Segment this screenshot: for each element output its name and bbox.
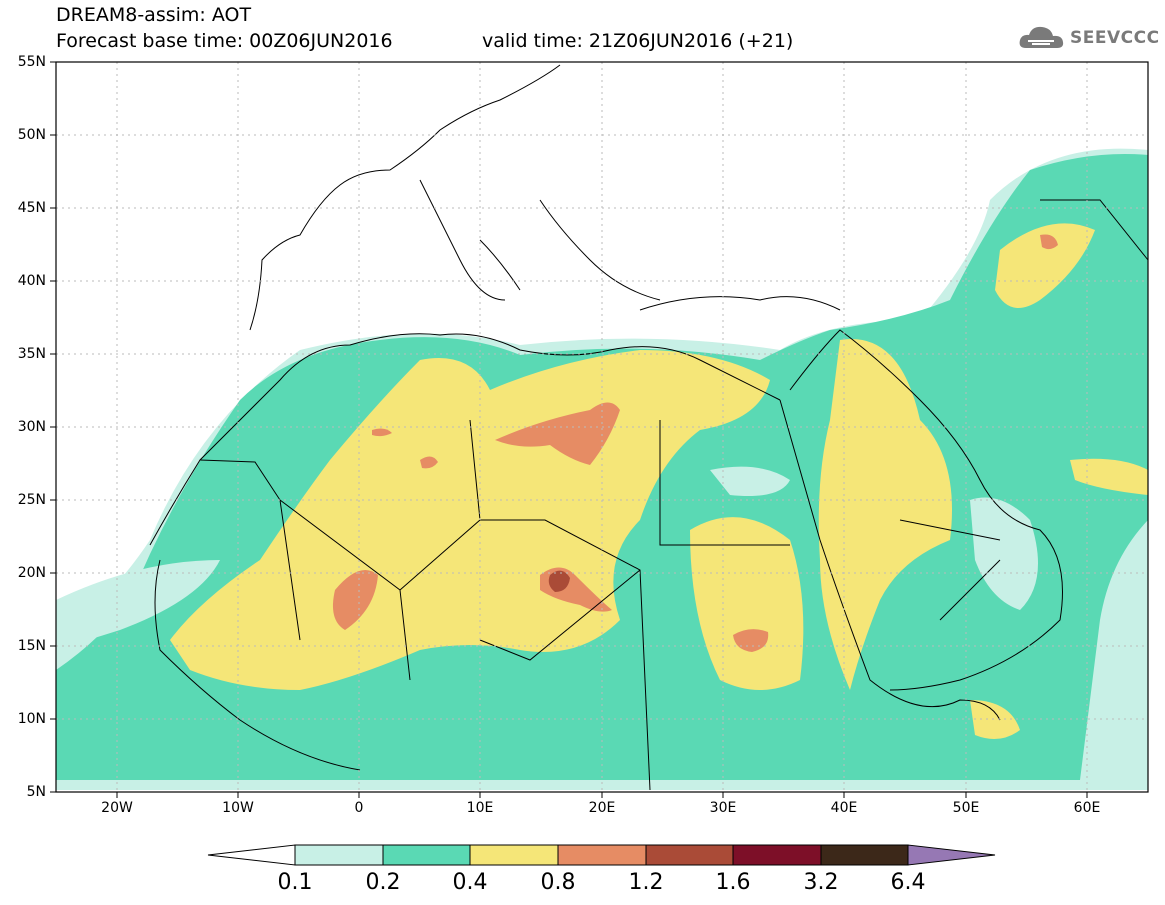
- colorbar-label: 6.4: [890, 870, 926, 895]
- lon-label: 30E: [709, 800, 737, 816]
- lat-label: 5N: [26, 784, 46, 800]
- coastline-arabia: [789, 329, 1063, 691]
- lon-label: 20W: [101, 800, 133, 816]
- lat-label: 20N: [17, 565, 46, 581]
- colorbar-bin: [820, 844, 909, 866]
- lat-label: 50N: [17, 127, 46, 143]
- aot-band-0.4: [170, 350, 770, 690]
- lat-label: 35N: [17, 346, 46, 362]
- colorbar-bin: [382, 844, 471, 866]
- coastline-africa: [149, 333, 1001, 771]
- aot-band-0.4: [995, 223, 1095, 308]
- aot-band-0.4: [690, 517, 804, 690]
- seevccc-logo: SEEVCCC: [1018, 23, 1160, 53]
- forecast-base-time: Forecast base time: 00Z06JUN2016: [56, 30, 393, 52]
- colorbar-bin: [732, 844, 822, 866]
- colorbar-label: 0.1: [277, 870, 313, 895]
- coastline-europe: [249, 64, 841, 331]
- lat-label: 55N: [17, 54, 46, 70]
- aot-patch-light: [56, 560, 220, 650]
- colorbar-label: 3.2: [803, 870, 839, 895]
- lon-label: 60E: [1073, 800, 1101, 816]
- colorbar-label: 0.2: [365, 870, 401, 895]
- lat-label: 30N: [17, 419, 46, 435]
- colorbar-bin: [645, 844, 734, 866]
- aot-band-0.8: [495, 402, 620, 465]
- colorbar-under-triangle: [207, 844, 296, 866]
- colorbar-label: 0.4: [452, 870, 488, 895]
- colorbar-bin: [294, 844, 384, 866]
- country-borders: [199, 199, 1148, 791]
- aot-band-1.2: [548, 570, 570, 592]
- aot-band-0.8: [332, 570, 378, 630]
- colorbar-label: 1.2: [628, 870, 664, 895]
- aot-band-0.8: [1040, 234, 1058, 250]
- graticule: [56, 62, 1148, 792]
- lon-label: 10E: [466, 800, 494, 816]
- valid-time: valid time: 21Z06JUN2016 (+21): [482, 30, 794, 52]
- lon-label: 10W: [222, 800, 254, 816]
- axis-ticks: [50, 61, 1088, 798]
- lon-label: 50E: [952, 800, 980, 816]
- logo-text: SEEVCCC: [1070, 28, 1160, 48]
- aot-band-0.4: [970, 700, 1020, 739]
- chart-title: DREAM8-assim: AOT: [56, 4, 252, 26]
- aot-patch-light: [970, 497, 1038, 610]
- colorbar-over-triangle: [907, 844, 996, 866]
- aot-band-0.4: [818, 339, 952, 690]
- cloud-icon: [1019, 26, 1064, 48]
- lat-label: 15N: [17, 638, 46, 654]
- lat-label: 45N: [17, 200, 46, 216]
- aot-patch-light: [710, 466, 790, 496]
- aot-band-0.8: [372, 428, 392, 437]
- lat-label: 25N: [17, 492, 46, 508]
- lat-label: 40N: [17, 273, 46, 289]
- colorbar-bin: [557, 844, 647, 866]
- colorbar-label: 0.8: [540, 870, 576, 895]
- lon-label: 40E: [830, 800, 858, 816]
- colorbar-bin: [469, 844, 559, 866]
- lon-label: 20E: [588, 800, 616, 816]
- colorbar-label: 1.6: [715, 870, 751, 895]
- colorbar: [207, 844, 996, 866]
- lat-label: 10N: [17, 711, 46, 727]
- aot-band-0.8: [420, 456, 438, 469]
- lon-label: 0: [354, 800, 364, 816]
- aot-band-0.4: [1070, 458, 1148, 495]
